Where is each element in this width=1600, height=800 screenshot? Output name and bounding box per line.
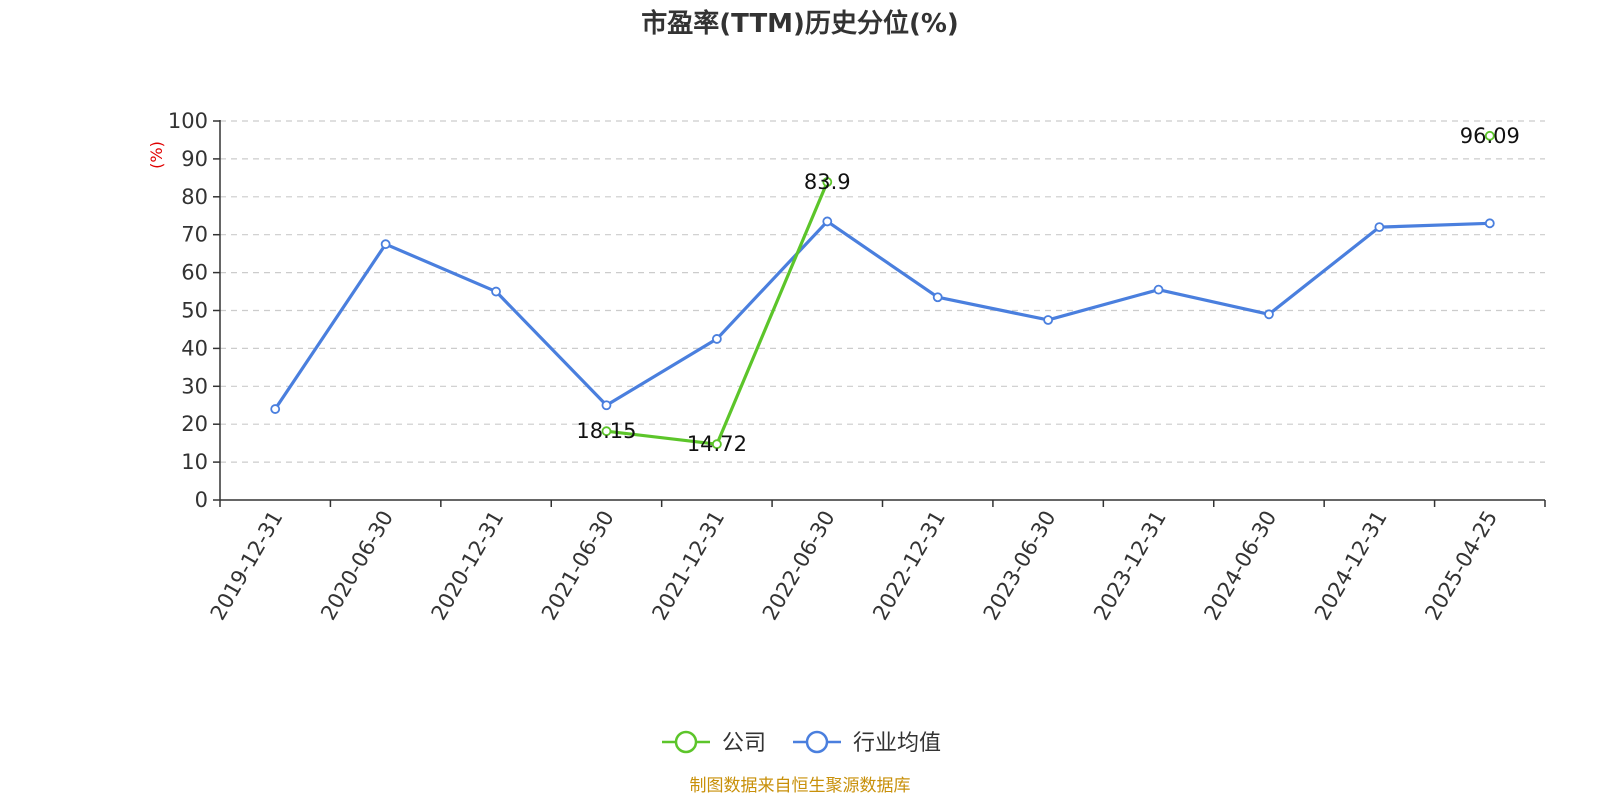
- y-tick-label: 50: [181, 299, 208, 323]
- data-label: 14.72: [687, 432, 747, 456]
- y-tick-label: 100: [168, 109, 208, 133]
- y-axis-label: (%): [147, 141, 166, 169]
- y-tick-label: 70: [181, 223, 208, 247]
- data-point: [1484, 218, 1495, 229]
- x-tick-label: 2023-12-31: [1089, 507, 1171, 625]
- data-point: [822, 177, 833, 187]
- y-tick-label: 80: [181, 185, 208, 209]
- data-point: [1264, 309, 1274, 320]
- series-line: [606, 181, 829, 446]
- x-tick-label: 2022-06-30: [758, 507, 840, 625]
- x-tick-label: 2025-04-25: [1420, 507, 1502, 625]
- x-tick-label: 2020-06-30: [316, 507, 398, 625]
- y-tick-label: 0: [195, 488, 208, 512]
- data-point: [711, 334, 722, 344]
- legend-item-industry-average[interactable]: 行业均值: [793, 730, 941, 756]
- y-tick-labels: 0 10 20 30 40 50 60 70 80 90 100: [168, 109, 208, 512]
- legend-label: 行业均值: [853, 731, 941, 756]
- y-tick-label: 40: [181, 336, 208, 360]
- x-tick-label: 2022-12-31: [868, 507, 950, 625]
- y-tick-label: 30: [181, 374, 208, 398]
- data-point: [822, 216, 833, 227]
- data-point: [601, 426, 612, 437]
- data-point: [1043, 315, 1054, 325]
- x-tick-label: 2023-06-30: [979, 507, 1061, 625]
- x-tick-label: 2019-12-31: [206, 507, 288, 625]
- x-tick-label: 2021-12-31: [647, 507, 729, 625]
- legend-item-company[interactable]: 公司: [662, 730, 766, 756]
- x-tick-labels: 2019-12-31 2020-06-30 2020-12-31 2021-06-30…: [206, 507, 1502, 625]
- source-note: 制图数据来自恒生聚源数据库: [690, 776, 911, 796]
- x-tick-label: 2024-06-30: [1199, 507, 1281, 625]
- x-tick-label: 2024-12-31: [1310, 507, 1392, 625]
- series-line: [273, 219, 1490, 410]
- series-industry-average: [270, 216, 1495, 414]
- y-tick-label: 20: [181, 412, 208, 436]
- data-point: [1153, 284, 1164, 295]
- legend-marker: [805, 730, 829, 754]
- data-point: [711, 439, 722, 450]
- y-tick-label: 60: [181, 261, 208, 285]
- y-tick-label: 10: [181, 450, 208, 474]
- data-label: 18.15: [576, 419, 636, 443]
- legend-label: 公司: [722, 731, 766, 756]
- series-company: 18.15 14.72 83.9 96.09: [576, 124, 1519, 456]
- data-point: [601, 400, 612, 411]
- x-tick-label: 2020-12-31: [427, 507, 509, 625]
- chart-title: 市盈率(TTM)历史分位(%): [641, 8, 959, 39]
- data-point: [270, 404, 281, 414]
- axes: [213, 120, 1546, 507]
- series-layer: 18.15 14.72 83.9 96.09: [270, 124, 1520, 456]
- data-point: [1374, 222, 1385, 233]
- legend[interactable]: 公司 行业均值: [662, 730, 941, 756]
- data-label: 96.09: [1460, 124, 1520, 148]
- grid-lines: [220, 120, 1545, 463]
- data-point: [380, 239, 391, 250]
- legend-marker: [674, 730, 698, 754]
- data-point: [491, 286, 501, 297]
- y-tick-label: 90: [181, 147, 208, 171]
- x-tick-label: 2021-06-30: [537, 507, 619, 625]
- data-point: [1484, 130, 1495, 141]
- data-label: 83.9: [804, 170, 851, 194]
- data-point: [932, 292, 943, 303]
